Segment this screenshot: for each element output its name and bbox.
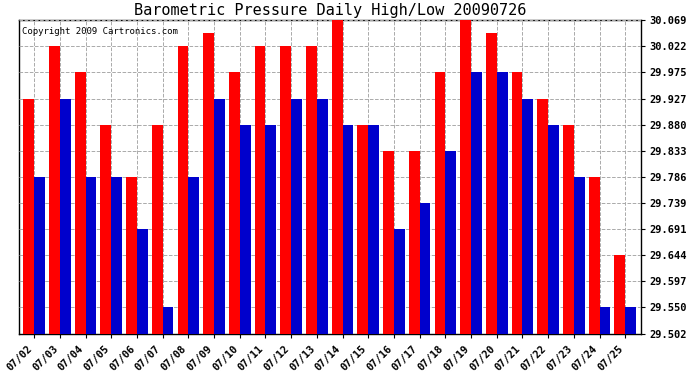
Bar [137, 230, 148, 334]
Bar [409, 151, 420, 334]
Bar [111, 177, 122, 334]
Bar [291, 99, 302, 334]
Bar [86, 177, 97, 334]
Bar [204, 33, 214, 334]
Bar [229, 72, 239, 334]
Bar [60, 99, 70, 334]
Bar [255, 46, 266, 334]
Bar [368, 125, 379, 334]
Bar [239, 125, 250, 334]
Bar [177, 46, 188, 334]
Bar [512, 72, 522, 334]
Bar [214, 99, 225, 334]
Bar [589, 177, 600, 334]
Bar [266, 125, 276, 334]
Bar [625, 308, 636, 334]
Bar [538, 99, 548, 334]
Bar [317, 99, 328, 334]
Bar [471, 72, 482, 334]
Bar [497, 72, 508, 334]
Bar [460, 20, 471, 334]
Bar [152, 125, 163, 334]
Bar [163, 308, 173, 334]
Text: Copyright 2009 Cartronics.com: Copyright 2009 Cartronics.com [22, 27, 177, 36]
Bar [332, 20, 342, 334]
Bar [75, 72, 86, 334]
Bar [280, 46, 291, 334]
Bar [34, 177, 45, 334]
Bar [306, 46, 317, 334]
Bar [445, 151, 456, 334]
Bar [522, 99, 533, 334]
Bar [548, 125, 559, 334]
Bar [600, 308, 611, 334]
Bar [101, 125, 111, 334]
Bar [420, 203, 431, 334]
Bar [49, 46, 60, 334]
Bar [188, 177, 199, 334]
Bar [23, 99, 34, 334]
Bar [563, 125, 574, 334]
Bar [435, 72, 445, 334]
Bar [574, 177, 584, 334]
Bar [383, 151, 394, 334]
Bar [486, 33, 497, 334]
Bar [615, 255, 625, 334]
Bar [394, 230, 405, 334]
Title: Barometric Pressure Daily High/Low 20090726: Barometric Pressure Daily High/Low 20090… [133, 3, 526, 18]
Bar [126, 177, 137, 334]
Bar [342, 125, 353, 334]
Bar [357, 125, 368, 334]
